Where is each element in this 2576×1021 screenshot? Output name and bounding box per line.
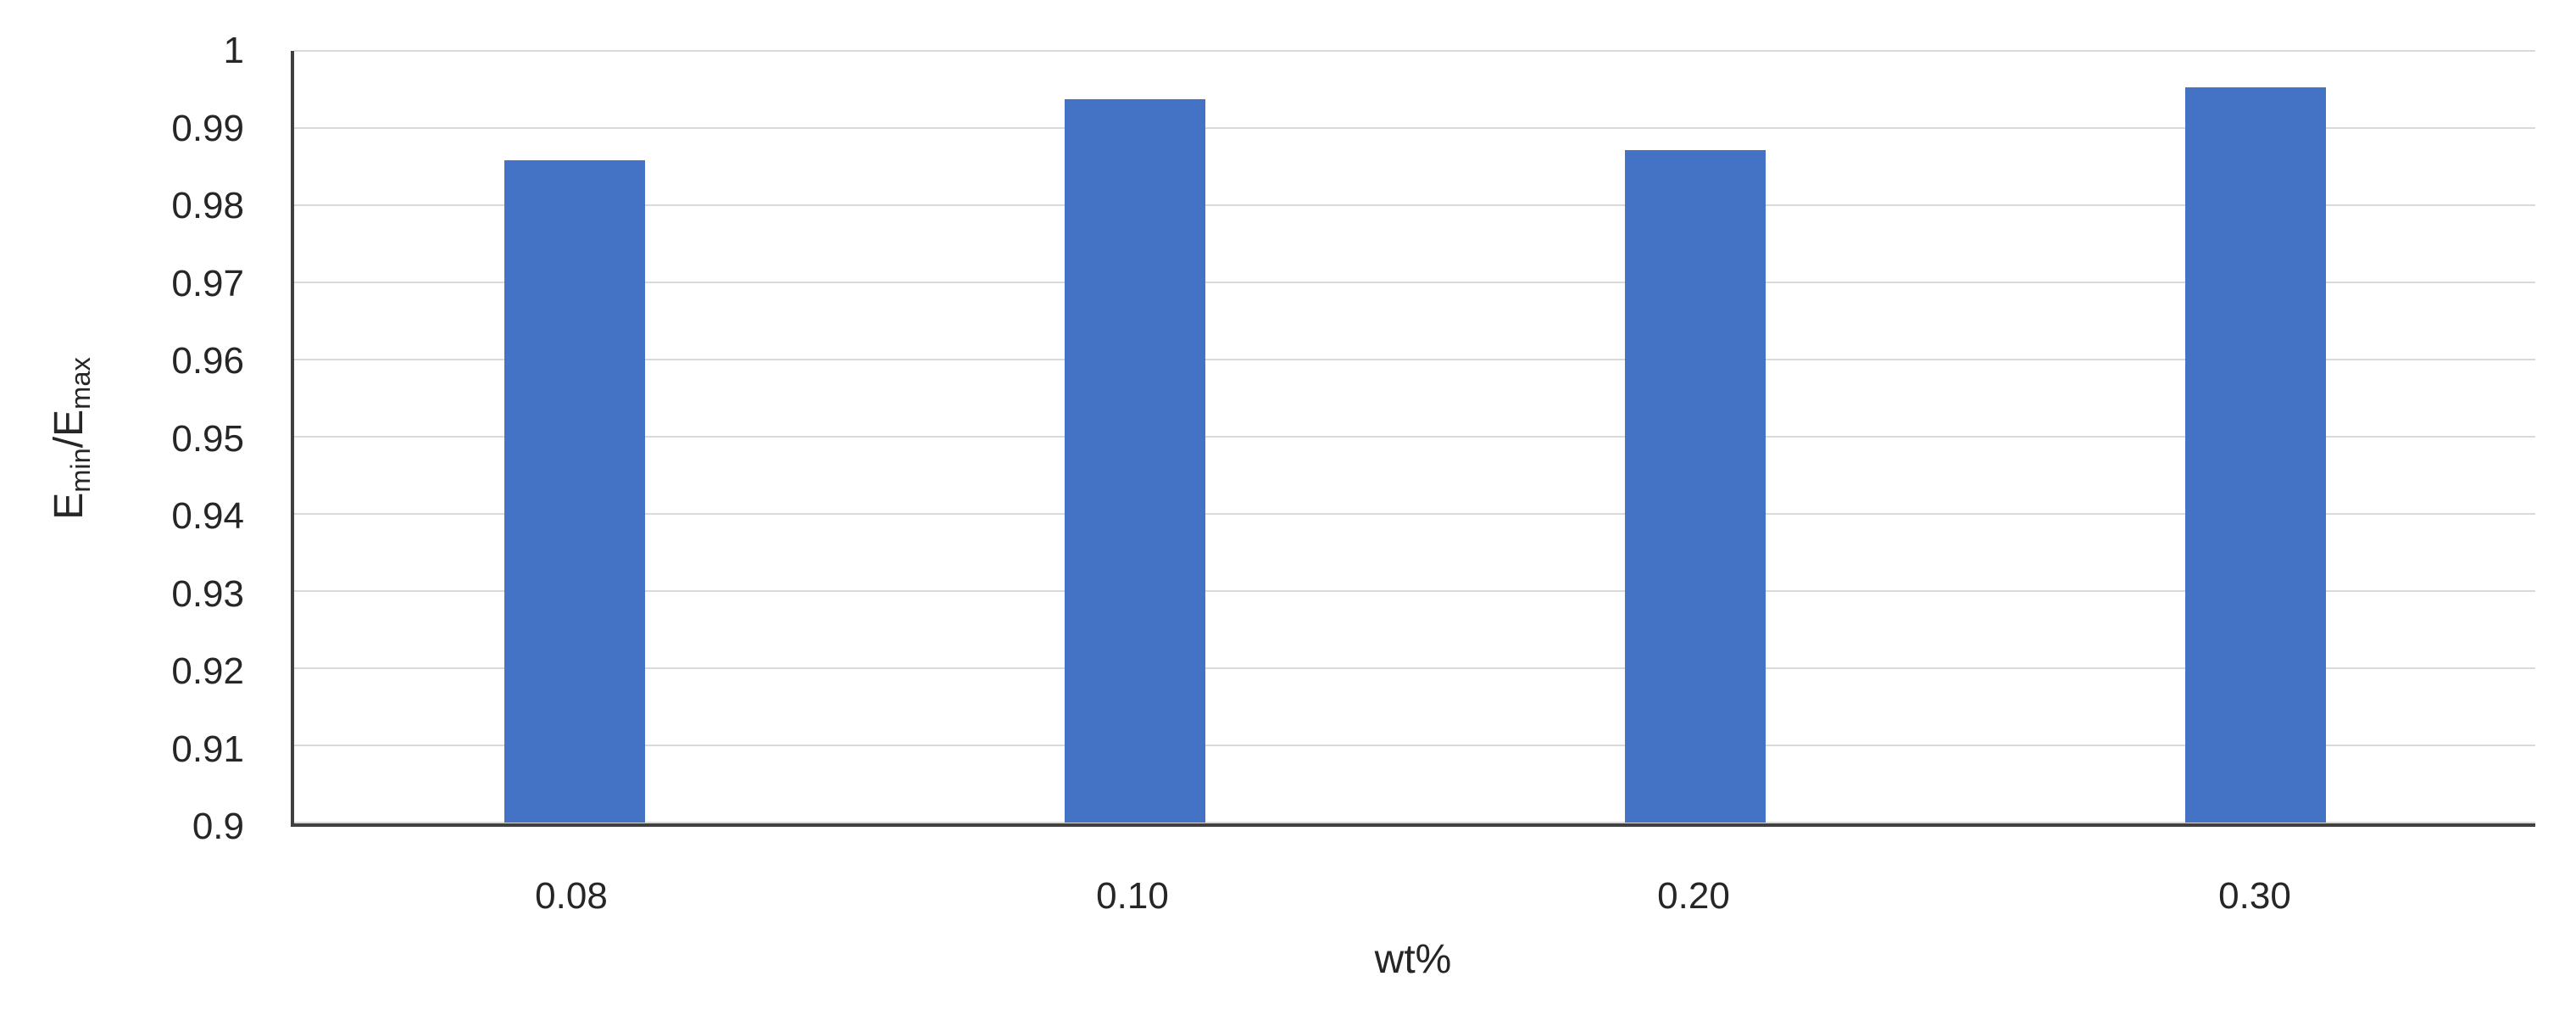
y-tick-label: 0.92 [171,650,244,692]
gridline [294,822,2535,823]
y-tick-label: 0.96 [171,340,244,382]
gridline [294,590,2535,592]
x-tick-label: 0.20 [1657,875,1730,917]
y-tick-label: 0.95 [171,417,244,460]
gridline [294,282,2535,283]
y-tick-label: 0.97 [171,262,244,304]
y-tick-label: 0.93 [171,572,244,615]
gridline [294,127,2535,129]
gridline [294,513,2535,515]
bar-0.10 [1064,99,1205,823]
bar-0.30 [2184,86,2326,823]
y-tick-label: 0.91 [171,728,244,770]
y-tick-label: 0.98 [171,185,244,226]
x-tick-label: 0.30 [2218,875,2291,917]
y-axis-tick-labels: 1 0.99 0.98 0.97 0.96 0.95 0.94 0.93 0.92 0.91 0.9 [0,32,291,845]
bar-0.08 [504,160,645,823]
gridline [294,667,2535,669]
gridline [294,204,2535,206]
gridline [294,436,2535,438]
x-tick-label: 0.08 [535,875,608,917]
y-tick-label: 1 [223,30,244,71]
gridline [294,359,2535,360]
x-axis-title: wt% [1374,937,1452,982]
plot-area [291,50,2535,827]
y-tick-label: 0.99 [171,107,244,149]
gridline [294,50,2535,52]
bar-0.20 [1624,150,1766,823]
gridline [294,745,2535,746]
y-tick-label: 0.94 [171,495,244,537]
y-tick-label: 0.9 [192,806,244,847]
x-axis-tick-labels: 0.08 0.10 0.20 0.30 [291,878,2535,929]
x-tick-label: 0.10 [1096,875,1169,917]
